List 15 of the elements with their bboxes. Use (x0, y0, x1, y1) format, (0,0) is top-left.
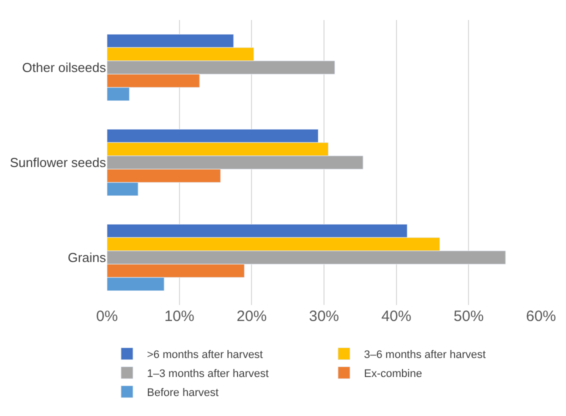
x-tick-label: 40% (381, 308, 412, 325)
x-tick-label: 50% (454, 308, 484, 325)
legend-label: >6 months after harvest (147, 348, 263, 361)
x-tick-label: 10% (164, 308, 194, 325)
x-tick-label: 20% (236, 308, 267, 325)
y-tick-label: Sunflower seeds (10, 155, 106, 170)
legend-label: 3–6 months after harvest (364, 348, 486, 361)
y-tick-label: Grains (68, 250, 106, 266)
legend-label: Before harvest (147, 386, 219, 399)
x-tick-label: 30% (308, 308, 340, 325)
legend-label: 1–3 months after harvest (147, 368, 269, 380)
legend-label: Ex-combine (364, 368, 422, 380)
y-tick-label: Other oilseeds (22, 60, 106, 76)
x-tick-label: 60% (526, 308, 556, 325)
x-tick-label: 0% (96, 308, 118, 325)
